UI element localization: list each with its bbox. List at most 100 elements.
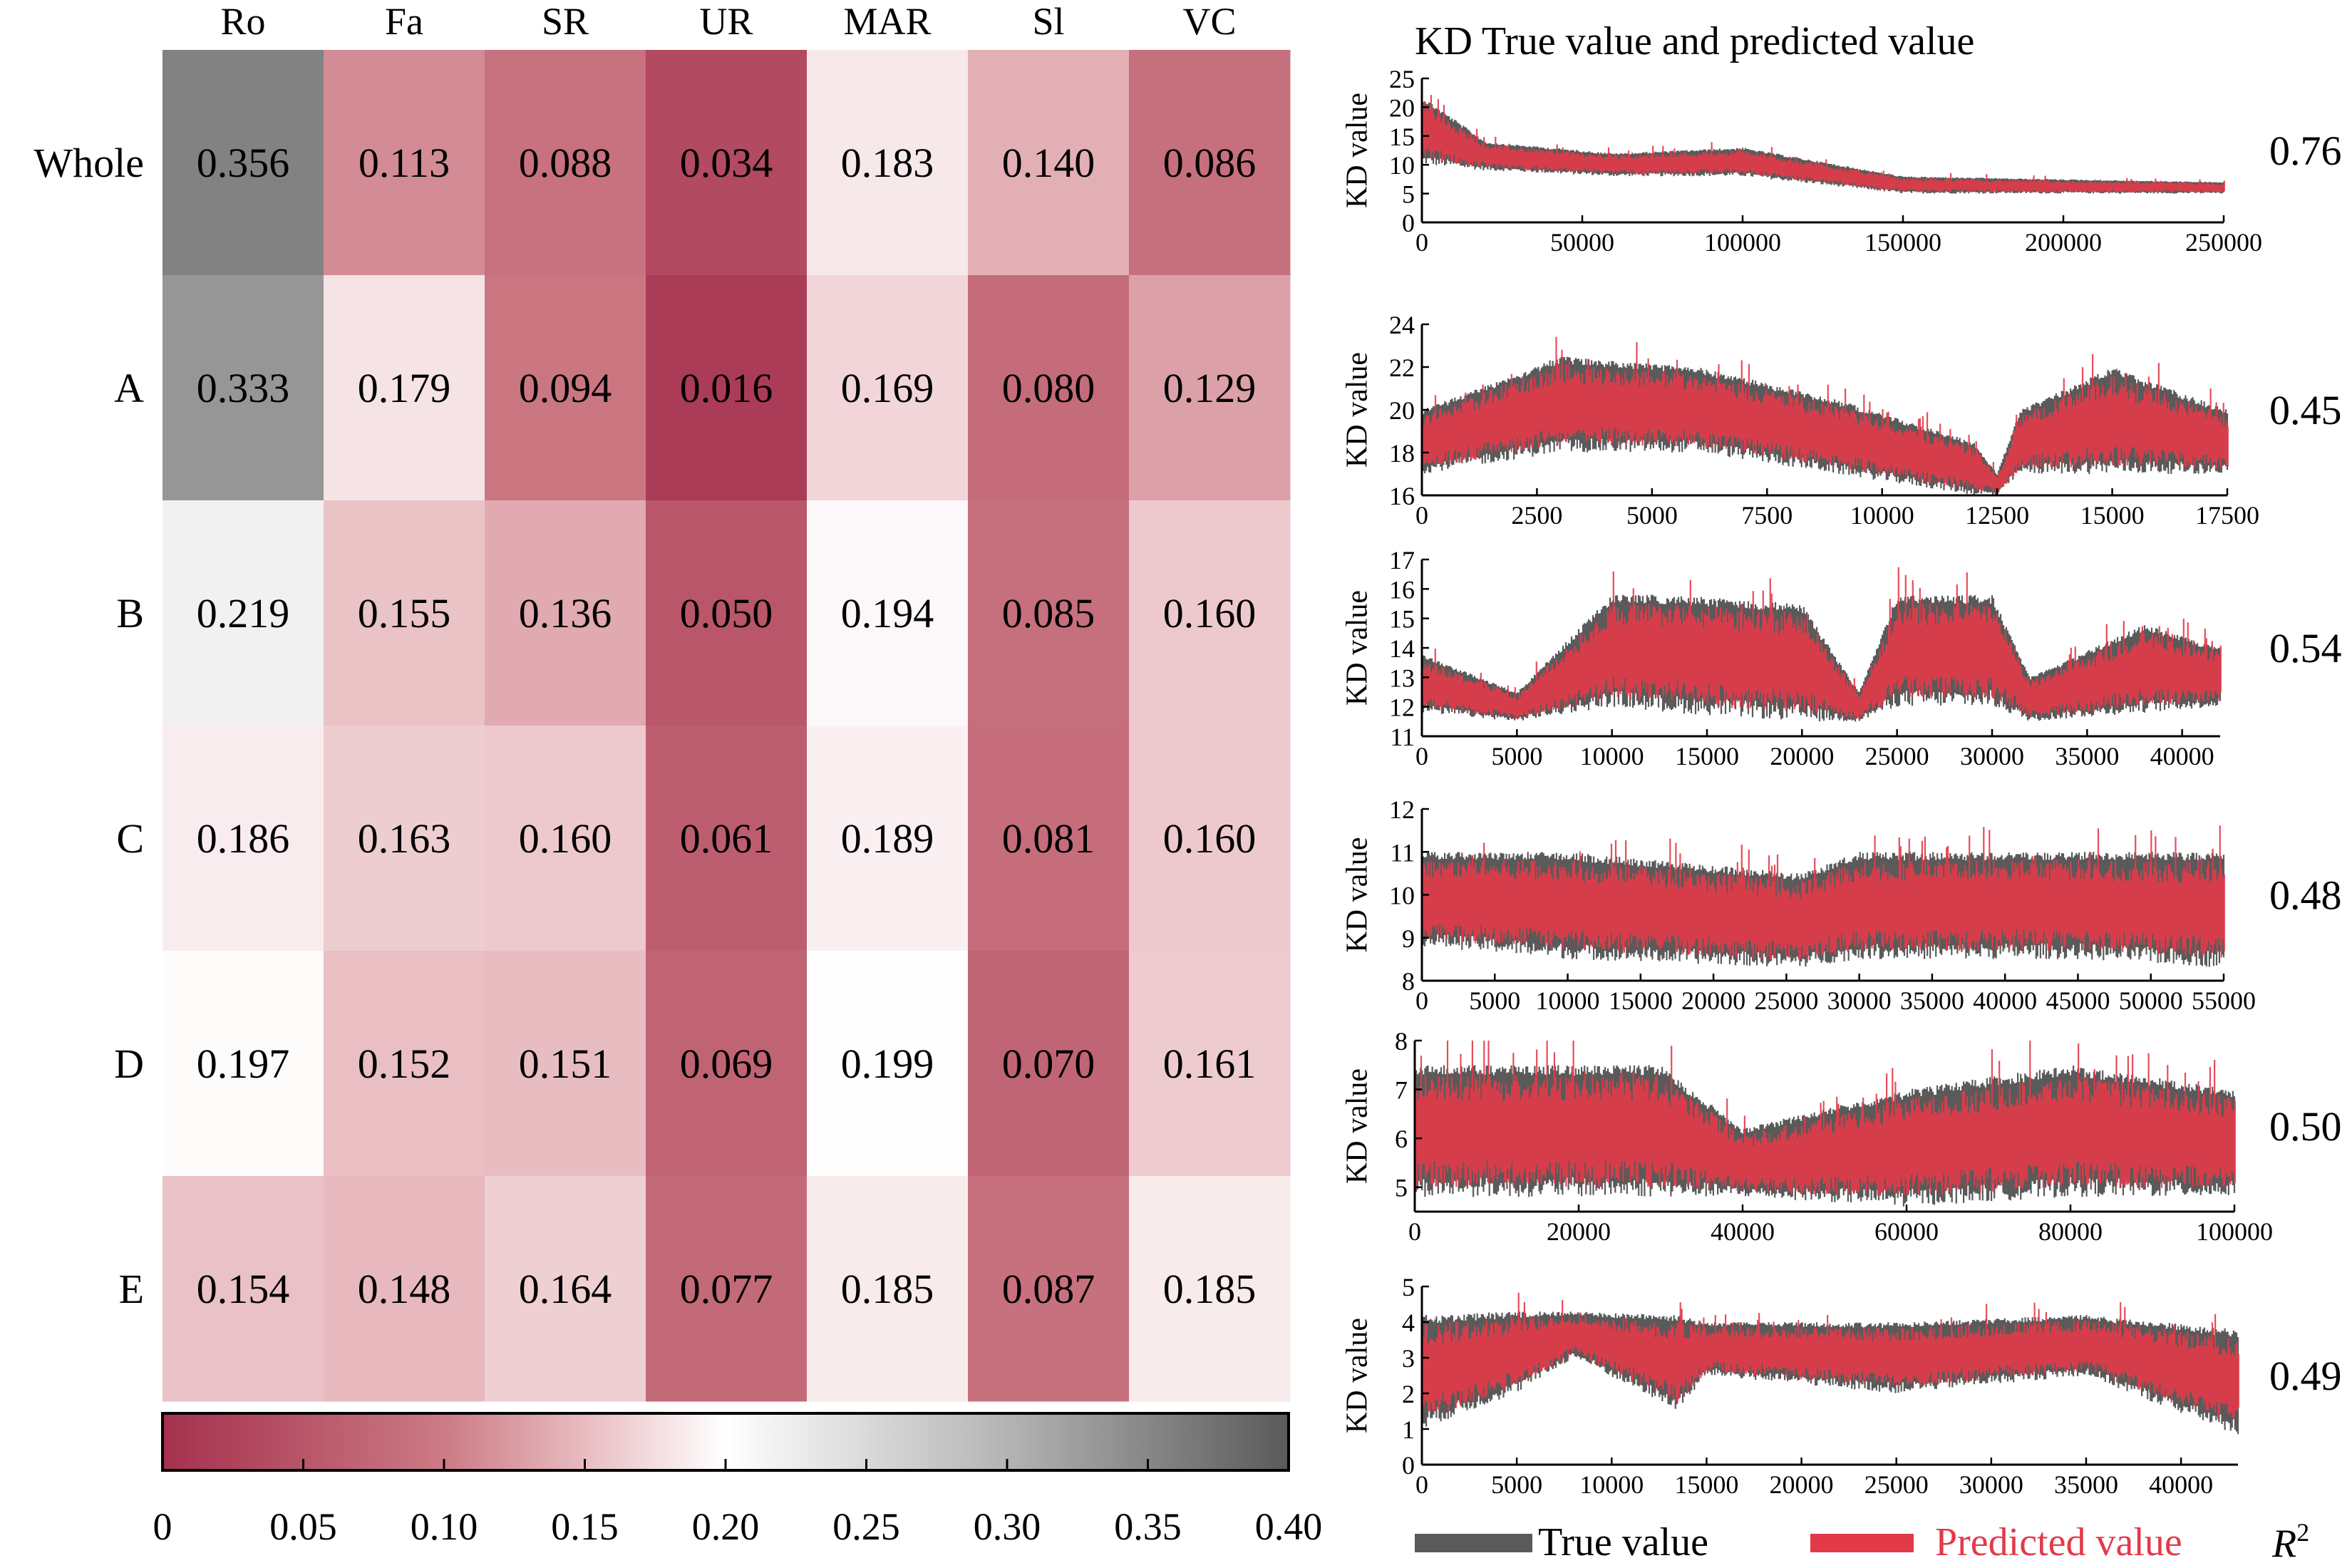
x-tick-label: 30000 (1827, 986, 1892, 1015)
x-tick-label: 15000 (1609, 986, 1673, 1015)
y-tick-label: 12 (1389, 795, 1415, 824)
cell-value: 0.069 (680, 1041, 773, 1087)
heatmap-cell (1129, 1176, 1291, 1402)
column-label: VC (1182, 0, 1236, 43)
y-tick-label: 5 (1402, 1273, 1415, 1301)
cell-value: 0.163 (358, 815, 451, 862)
cell-value: 0.081 (1002, 815, 1095, 862)
x-tick-label: 45000 (2046, 986, 2110, 1015)
y-tick-label: 16 (1389, 575, 1415, 604)
cell-value: 0.016 (680, 365, 773, 411)
cell-value: 0.154 (197, 1266, 290, 1312)
x-tick-label: 17500 (2195, 501, 2259, 530)
heatmap-cell (646, 1176, 808, 1402)
heatmap-cell (324, 951, 485, 1177)
y-tick-label: 8 (1395, 1027, 1408, 1056)
heatmap-cell (1129, 50, 1291, 276)
cell-value: 0.194 (841, 590, 934, 636)
x-tick-label: 10000 (1850, 501, 1914, 530)
y-tick-label: 10 (1389, 882, 1415, 910)
column-label: Ro (220, 0, 265, 43)
r2-value: 0.45 (2269, 387, 2342, 433)
heatmap-cell (485, 726, 646, 951)
line-chart-title: KD True value and predicted value (1415, 19, 1974, 63)
x-tick-label: 15000 (1674, 1470, 1738, 1499)
cell-value: 0.088 (519, 140, 612, 186)
x-tick-label: 35000 (2054, 1470, 2118, 1499)
legend-predicted-swatch (1810, 1534, 1914, 1552)
column-label: MAR (843, 0, 931, 43)
y-tick-label: 10 (1389, 151, 1415, 180)
heatmap-cell (485, 275, 646, 501)
y-tick-label: 9 (1402, 924, 1415, 953)
y-tick-label: 17 (1389, 546, 1415, 574)
x-tick-label: 5000 (1626, 501, 1678, 530)
y-tick-label: 7 (1395, 1076, 1408, 1105)
row-label: D (114, 1041, 144, 1087)
x-tick-label: 5000 (1491, 742, 1542, 770)
x-tick-label: 10000 (1579, 1470, 1644, 1499)
x-tick-label: 20000 (1770, 742, 1834, 770)
cell-value: 0.129 (1163, 365, 1257, 411)
y-tick-label: 20 (1389, 93, 1415, 122)
cell-value: 0.070 (1002, 1041, 1095, 1087)
x-tick-label: 10000 (1536, 986, 1600, 1015)
line-panel: 5 6 7 8 0 20000 40000 60000 80000 100000 KD value 0… (1341, 1027, 2342, 1246)
y-tick-label: 8 (1402, 967, 1415, 996)
y-tick-label: 11 (1390, 838, 1415, 867)
cell-value: 0.151 (519, 1041, 612, 1087)
heatmap-cell (1129, 275, 1291, 501)
x-tick-label: 100000 (2196, 1217, 2273, 1246)
cell-value: 0.094 (519, 365, 612, 411)
x-tick-label: 0 (1408, 1217, 1421, 1246)
cell-value: 0.087 (1002, 1266, 1095, 1312)
cell-value: 0.183 (841, 140, 934, 186)
cell-value: 0.179 (358, 365, 451, 411)
y-tick-label: 0 (1402, 1451, 1415, 1480)
x-tick-label: 200000 (2025, 228, 2102, 257)
y-axis-label: KD value (1341, 837, 1374, 952)
x-tick-label: 5000 (1469, 986, 1520, 1015)
y-tick-label: 18 (1389, 439, 1415, 468)
legend-true-label: True value (1538, 1520, 1708, 1564)
x-tick-label: 0 (1415, 501, 1428, 530)
heatmap-cell (968, 50, 1130, 276)
cell-value: 0.164 (519, 1266, 612, 1312)
cell-value: 0.161 (1163, 1041, 1257, 1087)
heatmap-cell (324, 275, 485, 501)
predicted-value-series (1421, 95, 2225, 193)
x-tick-label: 100000 (1704, 228, 1781, 257)
y-tick-label: 12 (1389, 693, 1415, 722)
colorbar-tick-label: 0.15 (551, 1505, 619, 1548)
legend-predicted-label: Predicted value (1935, 1520, 2182, 1564)
heatmap-cell (807, 500, 969, 726)
cell-value: 0.356 (197, 140, 290, 186)
x-tick-label: 15000 (1675, 742, 1739, 770)
x-tick-label: 25000 (1864, 1470, 1929, 1499)
x-tick-label: 40000 (2150, 742, 2214, 770)
cell-value: 0.160 (1163, 815, 1257, 862)
x-tick-label: 250000 (2185, 228, 2262, 257)
cell-value: 0.080 (1002, 365, 1095, 411)
x-tick-label: 0 (1415, 228, 1428, 257)
heatmap-cell (324, 50, 485, 276)
heatmap-cell (1129, 951, 1291, 1177)
heatmap-cell (163, 275, 324, 501)
cell-value: 0.077 (680, 1266, 773, 1312)
heatmap-cell (1129, 500, 1291, 726)
colorbar-tick-label: 0 (153, 1505, 172, 1548)
heatmap-cell (324, 726, 485, 951)
y-tick-label: 14 (1389, 634, 1415, 663)
heatmap-cell (968, 726, 1130, 951)
legend-r2-superscript: 2 (2296, 1518, 2309, 1547)
cell-value: 0.186 (197, 815, 290, 862)
cell-value: 0.219 (197, 590, 290, 636)
x-tick-label: 35000 (2055, 742, 2119, 770)
column-label: SR (542, 0, 589, 43)
cell-value: 0.160 (519, 815, 612, 862)
predicted-value-series (1421, 1292, 2239, 1420)
heatmap-cell (485, 50, 646, 276)
y-tick-label: 5 (1402, 180, 1415, 209)
x-tick-label: 20000 (1681, 986, 1745, 1015)
